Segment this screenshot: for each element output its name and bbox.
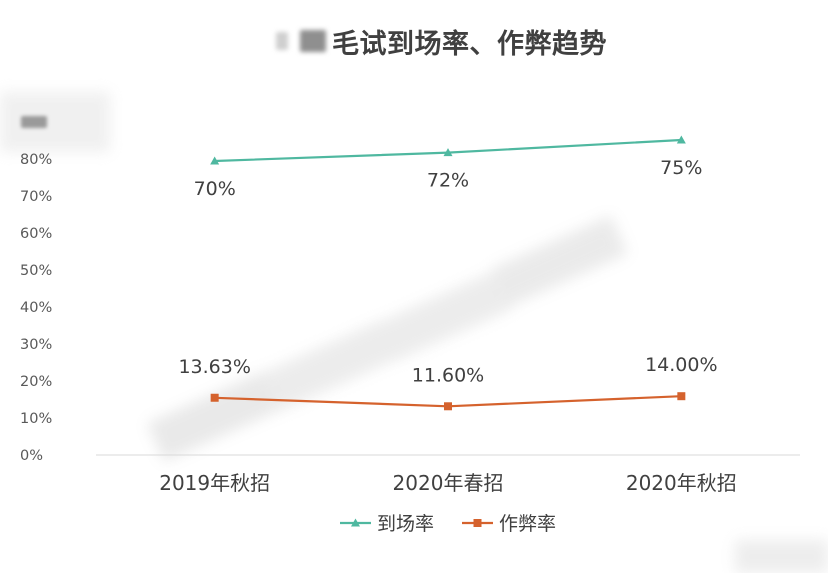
y-tick-label: 80% [20, 152, 52, 168]
data-point-marker [210, 393, 219, 402]
watermark-patch [377, 270, 513, 362]
x-tick-label: 2019年秋招 [159, 471, 270, 495]
y-tick-label-blurred [21, 116, 47, 128]
x-tick-label: 2020年春招 [393, 471, 504, 495]
y-axis: 0% 10% 20% 30% 40% 50% 60% 70% 80% [20, 116, 52, 464]
x-tick-labels: 2019年秋招 2020年春招 2020年秋招 [159, 471, 737, 495]
data-label: 75% [660, 157, 702, 179]
chart-title: 毛试到场率、作弊趋势 [332, 28, 607, 60]
watermark-patch [735, 540, 828, 573]
plot-area: 70% 72% 75% 13.63% 11.60% 14.00% [178, 135, 718, 411]
chart-title-row: 毛试到场率、作弊趋势 [276, 22, 607, 60]
y-tick-labels: 0% 10% 20% 30% 40% 50% 60% 70% 80% [20, 152, 52, 464]
watermark-patch [492, 215, 628, 307]
data-label: 72% [427, 170, 469, 192]
y-tick-label: 0% [20, 448, 43, 464]
legend-item: 到场率 [340, 513, 434, 535]
y-tick-label: 30% [20, 337, 52, 353]
legend-label: 作弊率 [499, 513, 556, 535]
series-1: 13.63% 11.60% 14.00% [178, 354, 718, 411]
legend-label: 到场率 [377, 513, 434, 535]
legend-item: 作弊率 [462, 513, 556, 535]
data-point-marker [444, 402, 452, 411]
watermark [0, 92, 828, 573]
data-label: 11.60% [412, 364, 484, 386]
y-tick-label: 60% [20, 226, 52, 242]
watermark-patch [262, 320, 398, 412]
data-point-marker [676, 135, 686, 144]
y-tick-label: 10% [20, 411, 52, 427]
y-tick-label: 20% [20, 374, 52, 390]
y-tick-label: 70% [20, 189, 52, 205]
legend-marker [473, 519, 482, 527]
data-point-marker [677, 392, 686, 401]
watermark-patch [147, 370, 283, 462]
data-label: 14.00% [645, 354, 717, 376]
data-point-marker [210, 156, 220, 165]
data-label: 70% [194, 178, 236, 200]
legend-marker [351, 518, 360, 527]
y-tick-label: 50% [20, 263, 52, 279]
data-point-marker [443, 148, 453, 157]
redaction-blur [300, 30, 326, 52]
series-0: 70% 72% 75% [194, 135, 702, 200]
legend: 到场率 作弊率 [340, 513, 556, 535]
data-label: 13.63% [178, 356, 250, 378]
redaction-blur [276, 32, 288, 50]
y-tick-label: 40% [20, 300, 52, 316]
x-tick-label: 2020年秋招 [626, 471, 737, 495]
watermark-patch [0, 92, 110, 152]
